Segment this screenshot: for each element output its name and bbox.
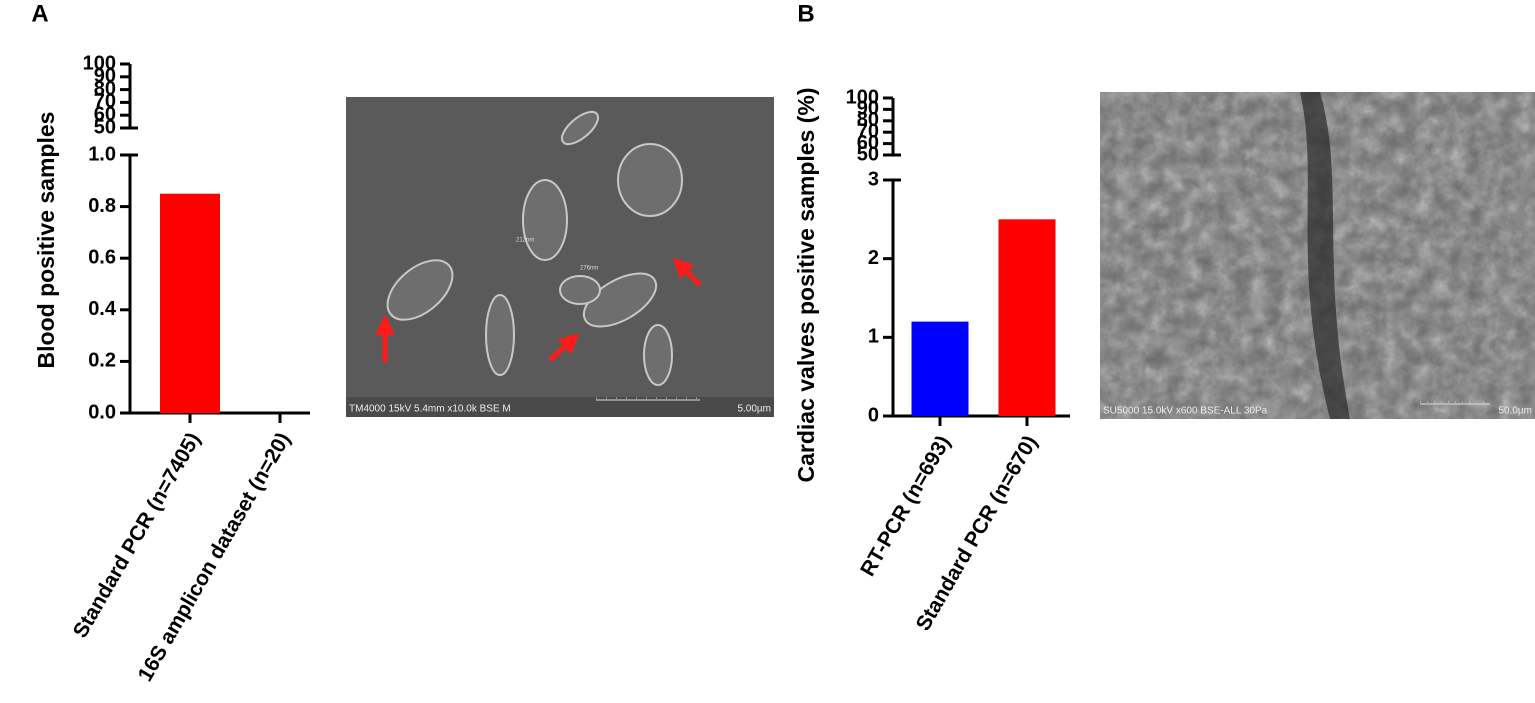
y-tick-label: 90 [857, 98, 879, 120]
scale-bar-label: 5.00µm [737, 404, 771, 415]
y-tick-label: 50 [94, 116, 116, 138]
y-tick-label: 60 [94, 103, 116, 125]
y-tick-label: 1 [868, 326, 879, 348]
y-tick-label: 100 [846, 86, 879, 108]
scale-bar-label: 50.0µm [1498, 406, 1532, 417]
y-tick-label: 1.0 [88, 143, 116, 165]
bar [911, 321, 969, 416]
y-tick-label: 80 [857, 109, 879, 131]
y-tick-label: 80 [94, 78, 116, 100]
y-tick-label: 50 [857, 143, 879, 165]
micrograph-a [346, 97, 774, 417]
y-tick-label: 0.4 [88, 298, 117, 320]
y-tick-label: 2 [868, 247, 879, 269]
y-tick-label: 3 [868, 168, 879, 190]
measurement: 276nm [580, 266, 598, 272]
panel-label: A [31, 0, 48, 27]
bar [998, 219, 1056, 416]
micrograph-b [1100, 92, 1535, 419]
measurement: 212nm [516, 238, 534, 244]
x-tick-label: 16S amplicon dataset (n=20) [134, 429, 295, 686]
y-tick-label: 0.6 [88, 246, 116, 268]
x-tick-label: RT-PCR (n=693) [856, 432, 955, 580]
y-tick-label: 0.2 [88, 350, 116, 372]
micrograph-info: TM4000 15kV 5.4mm x10.0k BSE M [349, 404, 511, 415]
bar [160, 193, 220, 413]
y-tick-label: 0.0 [88, 401, 116, 423]
y-tick-label: 90 [94, 65, 116, 87]
y-tick-label: 0.8 [88, 195, 116, 217]
y-tick-label: 100 [83, 52, 116, 74]
panel-label: B [797, 0, 814, 27]
y-tick-label: 70 [857, 120, 879, 142]
y-tick-label: 60 [857, 132, 879, 154]
y-axis-label: Blood positive samples [33, 112, 59, 369]
y-tick-label: 0 [868, 404, 879, 426]
y-axis-label: Cardiac valves positive samples (%) [793, 87, 819, 482]
y-tick-label: 70 [94, 91, 116, 113]
micrograph-info: SU5000 15.0kV x600 BSE-ALL 30Pa [1103, 406, 1268, 417]
